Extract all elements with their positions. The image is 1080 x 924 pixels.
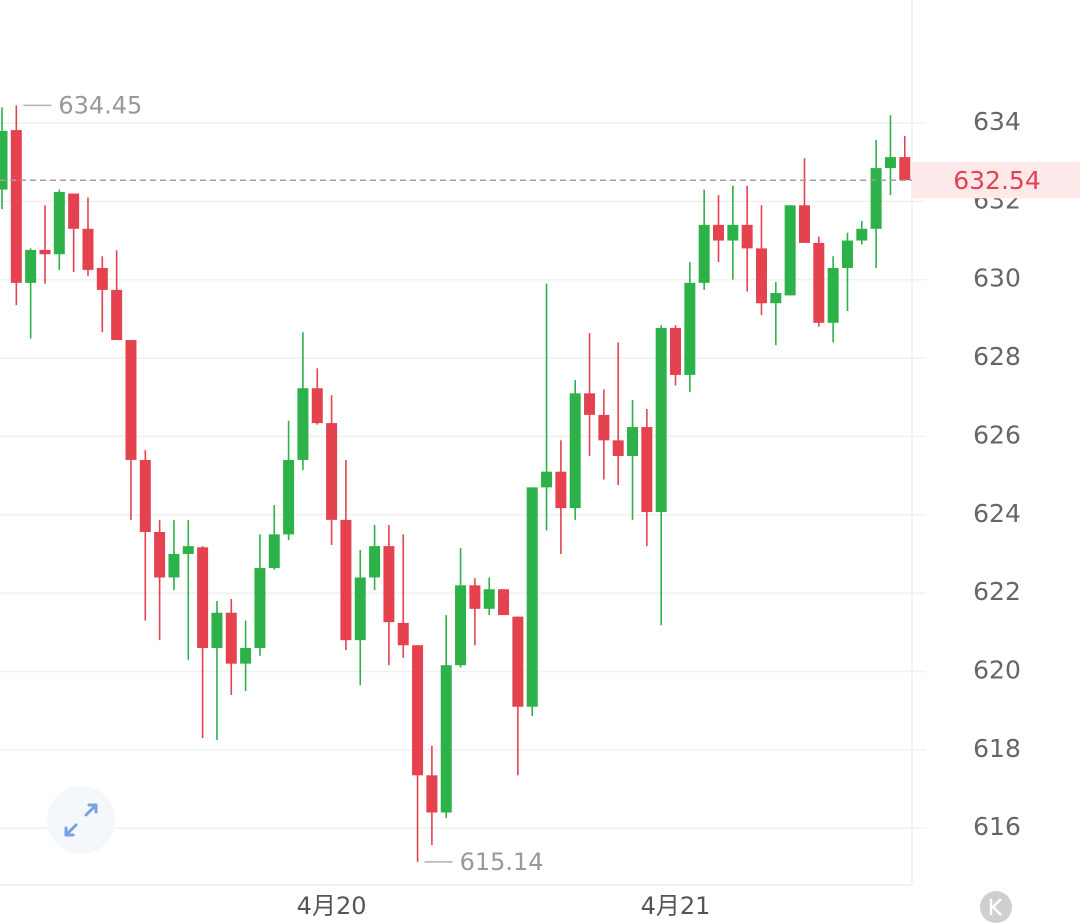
kline-button-bg	[980, 891, 1012, 923]
kline-button[interactable]	[980, 891, 1012, 923]
candle-body	[440, 665, 452, 813]
candle-body	[82, 228, 94, 270]
candle-body	[727, 224, 739, 241]
candle-body	[0, 130, 8, 190]
x-tick-label: 4月20	[297, 892, 367, 920]
candle-body	[240, 647, 252, 664]
candle-body	[813, 242, 825, 323]
candle-body	[512, 616, 524, 707]
candle-body	[125, 340, 137, 460]
candle-body	[541, 471, 553, 488]
candle-body	[53, 191, 65, 255]
candle-body	[10, 130, 22, 283]
candle-body	[397, 622, 409, 646]
y-tick-label: 620	[973, 655, 1021, 684]
y-tick-label: 630	[973, 264, 1021, 293]
candle-body	[841, 240, 853, 268]
y-tick-label: 616	[973, 812, 1021, 841]
candle-body	[154, 532, 166, 578]
last-price-box	[912, 162, 1080, 199]
candle-body	[426, 775, 438, 813]
candle-body	[584, 393, 596, 415]
candle-body	[627, 427, 639, 457]
candle-body	[870, 168, 882, 229]
candle-body	[197, 547, 209, 648]
candle-body	[884, 157, 896, 169]
candle-body	[612, 440, 624, 457]
candle-body	[455, 585, 467, 666]
candle-body	[598, 414, 610, 441]
y-tick-label: 622	[973, 577, 1021, 606]
last-price-label: 632.54	[953, 166, 1040, 195]
candle-body	[641, 427, 653, 513]
max-price-label: 634.45	[58, 91, 142, 119]
candle-body	[297, 388, 309, 460]
candle-body	[25, 249, 37, 283]
candle-body	[369, 546, 381, 578]
candle-body	[899, 157, 911, 181]
expand-button[interactable]	[47, 786, 115, 854]
candle-body	[311, 388, 323, 424]
candle-body	[39, 249, 51, 255]
candle-body	[670, 327, 682, 375]
y-tick-label: 618	[973, 734, 1021, 763]
expand-icon	[64, 803, 98, 837]
candle-body	[856, 228, 868, 241]
candle-body	[569, 393, 581, 509]
candle-body	[326, 423, 338, 520]
candle-body	[741, 224, 753, 249]
candle-body	[111, 289, 123, 341]
candle-body	[770, 293, 782, 304]
candle-body	[283, 459, 295, 535]
candle-body	[698, 224, 710, 283]
candle-body	[268, 534, 280, 569]
candle-body	[254, 568, 266, 648]
min-price-label: 615.14	[460, 848, 544, 876]
x-tick-label: 4月21	[641, 892, 711, 920]
candle-body	[182, 546, 194, 554]
candle-body	[168, 553, 180, 578]
candle-body	[684, 282, 696, 375]
candle-body	[354, 577, 366, 641]
candle-body	[784, 205, 796, 296]
candle-body	[755, 248, 767, 304]
candle-body	[340, 519, 352, 641]
candle-body	[798, 205, 810, 243]
candle-body	[139, 459, 151, 533]
y-tick-label: 634	[973, 107, 1021, 136]
candle-body	[68, 193, 80, 229]
candle-body	[225, 612, 237, 664]
kline-icon	[989, 898, 1002, 916]
y-tick-label: 626	[973, 420, 1021, 449]
candle-body	[412, 645, 424, 776]
y-tick-label: 628	[973, 342, 1021, 371]
candle-body	[498, 589, 510, 616]
candle-body	[827, 267, 839, 323]
candle-body	[555, 471, 567, 509]
expand-button-bg	[47, 786, 115, 854]
candle-body	[96, 267, 108, 290]
candle-body	[383, 546, 395, 623]
candle-body	[211, 612, 223, 648]
candle-body	[469, 585, 481, 609]
candle-body	[713, 224, 724, 241]
candle-body	[483, 589, 495, 609]
y-tick-label: 624	[973, 499, 1021, 528]
candle-body	[526, 487, 538, 707]
candle-body	[655, 327, 667, 513]
